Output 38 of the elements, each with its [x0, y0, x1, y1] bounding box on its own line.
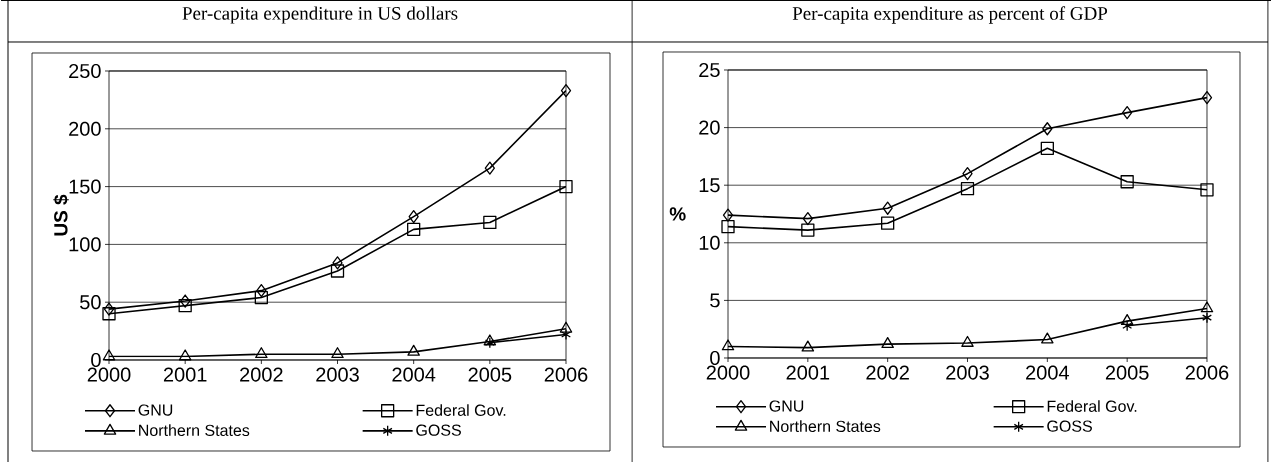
legend-label: Federal Gov.: [1047, 400, 1137, 412]
legend-label: GOSS: [416, 424, 461, 436]
y-tick-label: 15: [699, 178, 720, 193]
legend-label: GNU: [769, 400, 804, 412]
y-axis-title: US $: [53, 194, 69, 236]
legend-label: Northern States: [770, 420, 881, 433]
y-tick-label: 5: [710, 293, 720, 308]
x-tick-label: 2002: [866, 365, 909, 380]
legend-label: Northern States: [139, 424, 250, 437]
x-tick-label: 2000: [87, 367, 131, 382]
x-tick-label: 2005: [468, 367, 512, 382]
y-tick-label: 100: [69, 237, 101, 252]
x-tick-label: 2002: [240, 367, 283, 382]
y-tick-label: 20: [699, 120, 720, 135]
y-tick-label: 50: [80, 295, 101, 310]
legend-label: GOSS: [1047, 420, 1092, 432]
x-tick-label: 2003: [946, 365, 989, 380]
y-tick-label: 0: [710, 350, 720, 366]
x-tick-label: 2006: [1185, 365, 1229, 380]
x-tick-label: 2004: [392, 367, 436, 382]
x-tick-label: 2001: [786, 365, 830, 380]
chart-title: Per-capita expenditure as percent of GDP: [792, 6, 1108, 24]
chart-title: Per-capita expenditure in US dollars: [182, 6, 458, 24]
y-tick-label: 150: [69, 179, 101, 194]
x-tick-label: 2001: [163, 367, 207, 382]
x-tick-label: 2004: [1026, 365, 1069, 380]
y-tick-label: 0: [91, 352, 101, 368]
y-tick-label: 250: [69, 63, 101, 79]
legend-label: Federal Gov.: [416, 404, 506, 416]
y-tick-label: 25: [699, 62, 720, 78]
y-tick-label: 200: [69, 121, 101, 136]
legend-label: GNU: [138, 404, 173, 416]
x-tick-label: 2005: [1105, 365, 1149, 380]
x-tick-label: 2006: [544, 367, 588, 382]
y-axis-title: %: [669, 207, 686, 221]
x-tick-label: 2003: [316, 367, 359, 382]
y-tick-label: 10: [699, 235, 720, 250]
x-tick-label: 2000: [706, 365, 750, 380]
